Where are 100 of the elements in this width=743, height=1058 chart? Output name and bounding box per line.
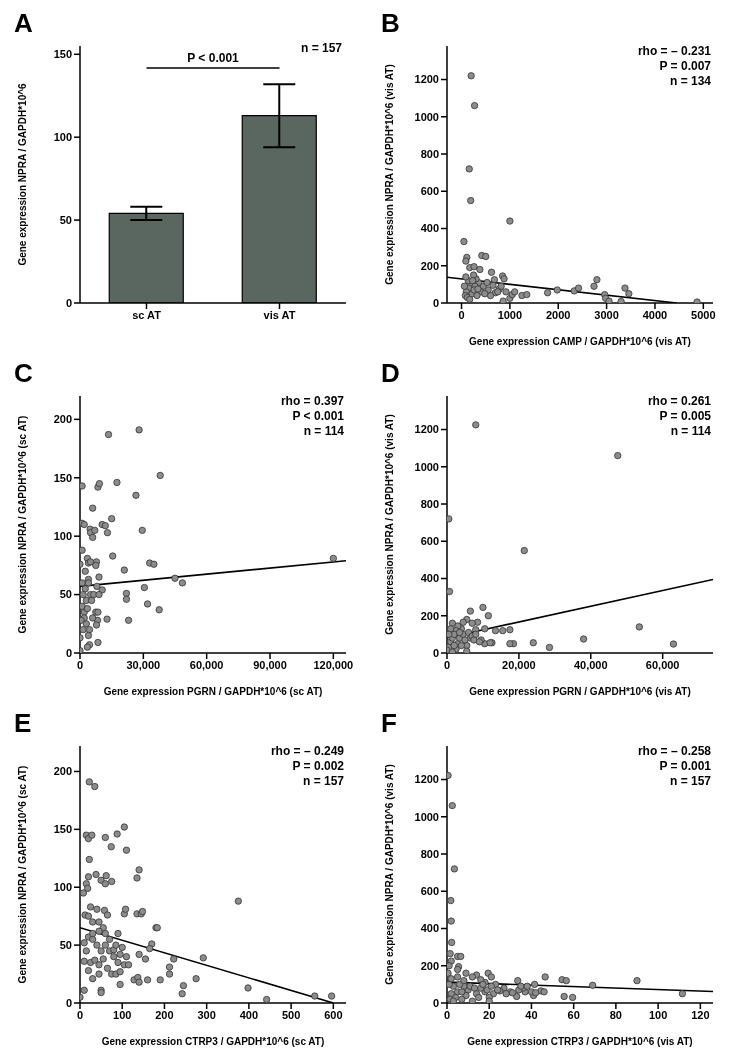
x-tick-label: 5000 [691,308,716,321]
y-tick-label: 0 [432,646,439,659]
y-tick-label: 200 [53,413,72,426]
annotation: n = 114 [302,424,344,439]
x-tick-label: 400 [239,1008,259,1021]
y-tick-label: 150 [53,48,72,61]
x-axis-title: Gene expression CAMP / GAPDH*10^6 (vis AT) [469,336,691,347]
x-axis-title: Gene expression PGRN / GAPDH*10^6 (vis AT) [469,686,691,697]
x-tick-label: 100 [113,1008,132,1021]
x-tick-label: 0 [76,658,84,671]
annotation: P = 0.007 [658,59,711,74]
x-tick-label: 20,000 [502,658,536,671]
y-tick-label: 1200 [414,73,439,86]
y-tick-label: 0 [65,646,72,659]
y-tick-label: 800 [420,847,439,860]
y-tick-label: 800 [420,147,439,160]
x-axis-title: Gene expression PGRN / GAPDH*10^6 (sc AT) [103,686,323,697]
x-tick-label: 40,000 [573,658,608,671]
y-tick-label: 0 [432,296,439,309]
x-tick-label: 120 [691,1008,710,1021]
y-tick-label: 50 [59,939,72,952]
chart-title: F [381,708,397,739]
y-tick-label: 600 [420,185,439,198]
x-tick-label: 100 [648,1008,668,1021]
annotation: n = 157 [301,774,344,789]
chart-title: D [381,358,400,389]
x-tick-label: 60,000 [189,658,224,671]
annotation: rho = 0.397 [280,394,344,409]
y-tick-label: 400 [420,572,439,585]
y-tick-label: 1000 [414,110,439,123]
x-tick-label: 60,000 [645,658,680,671]
x-tick-label: 90,000 [253,658,287,671]
annotation: rho = – 0.231 [637,44,711,59]
chart-title: E [14,708,32,739]
y-axis-title: Gene expression NPRA / GAPDH*10^6 [16,82,28,266]
x-tick-label: 3000 [594,308,619,321]
annotation: rho = 0.261 [647,394,711,409]
y-tick-label: 50 [59,214,72,226]
chart-title: A [14,8,33,39]
y-tick-label: 600 [420,885,439,898]
y-tick-label: 100 [53,530,72,543]
x-tick-label: 0 [458,308,465,321]
y-tick-label: 0 [432,996,439,1009]
x-tick-label: 0 [76,1008,84,1021]
y-tick-label: 100 [53,131,72,144]
annotation: rho = – 0.249 [270,744,344,759]
x-axis-title: Gene expression CTRP3 / GAPDH*10^6 (vis AT) [467,1036,693,1047]
x-tick-label: 0 [443,658,451,671]
y-tick-label: 1200 [414,773,439,786]
y-axis-title: Gene expression NPRA / GAPDH*10^6 (vis AT) [383,414,395,635]
x-tick-label: 4000 [642,308,668,321]
x-tick-label: 300 [197,1008,216,1021]
x-tick-label: vis AT [263,308,296,321]
x-tick-label: 2000 [545,308,571,321]
y-tick-label: 1000 [414,810,439,823]
x-tick-label: sc AT [132,308,162,321]
x-tick-label: 200 [155,1008,174,1021]
x-tick-label: 30,000 [126,658,161,671]
annotation: n = 134 [668,74,711,89]
x-tick-label: 500 [281,1008,301,1021]
chart-title: B [381,8,400,39]
y-tick-label: 200 [420,609,439,622]
x-tick-label: 0 [443,1008,451,1021]
x-tick-label: 1000 [497,308,523,321]
y-tick-label: 600 [420,535,439,548]
annotation: n = 114 [669,424,711,439]
y-tick-label: 1000 [414,460,439,473]
x-tick-label: 120,000 [313,658,354,671]
annotation: rho = – 0.258 [637,744,711,759]
x-axis-title: Gene expression CTRP3 / GAPDH*10^6 (sc AT) [101,1036,325,1047]
y-axis-title: Gene expression NPRA / GAPDH*10^6 (sc AT) [16,765,28,984]
x-tick-label: 60 [567,1008,580,1021]
annotation: n = 157 [668,774,711,789]
y-tick-label: 1200 [414,423,439,436]
annotation: n = 157 [300,41,343,55]
x-tick-label: 80 [609,1008,623,1021]
annotation: P < 0.001 [187,51,240,65]
annotation: P = 0.001 [658,759,711,774]
y-tick-label: 0 [65,996,72,1009]
y-tick-label: 150 [53,471,72,484]
y-tick-label: 800 [420,497,439,510]
annotation: P = 0.005 [658,409,711,424]
y-axis-title: Gene expression NPRA / GAPDH*10^6 (sc AT) [16,415,28,634]
x-tick-label: 600 [324,1008,343,1021]
y-tick-label: 100 [53,881,72,894]
y-tick-label: 200 [53,765,72,778]
y-axis-title: Gene expression NPRA / GAPDH*10^6 (vis AT) [383,64,395,285]
annotation: P = 0.002 [291,759,344,774]
y-tick-label: 400 [420,222,439,235]
y-tick-label: 200 [420,259,439,272]
y-tick-label: 150 [53,823,72,836]
y-tick-label: 50 [59,588,72,601]
x-tick-label: 20 [483,1008,496,1021]
annotation: P < 0.001 [291,409,344,424]
x-tick-label: 40 [525,1008,538,1021]
y-axis-title: Gene expression NPRA / GAPDH*10^6 (vis AT) [383,764,395,985]
y-tick-label: 200 [420,959,439,972]
y-tick-label: 0 [65,296,72,309]
chart-title: C [14,358,33,389]
y-tick-label: 400 [420,922,439,935]
